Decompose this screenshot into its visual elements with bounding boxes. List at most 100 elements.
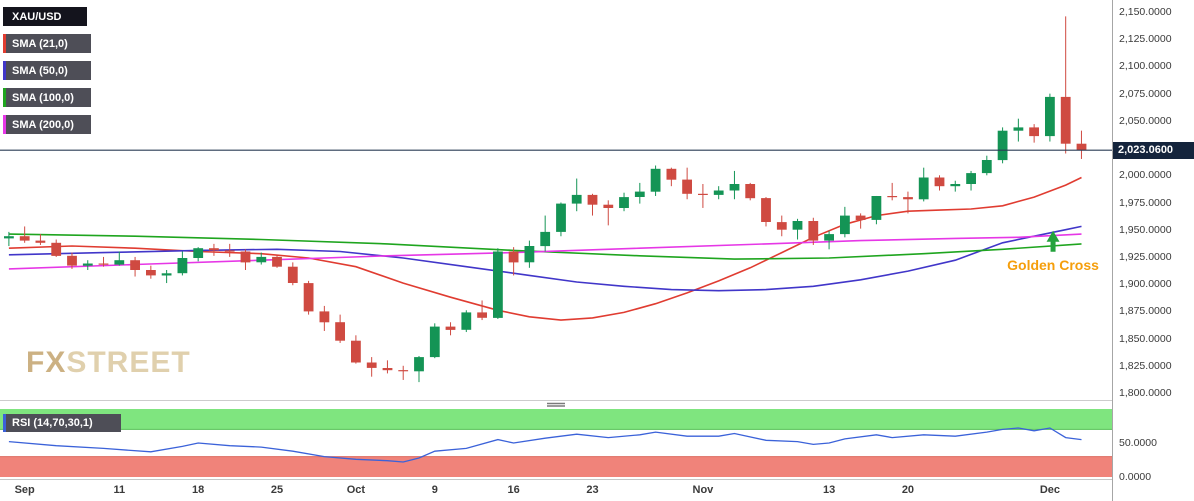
axis-separator-line (0, 479, 1194, 480)
candle-body (761, 198, 771, 222)
candle-body (35, 240, 46, 243)
price-tick-label: 1,900.0000 (1119, 278, 1172, 291)
candle-body (871, 196, 882, 220)
candle-body (603, 204, 614, 208)
rsi-line (8, 427, 1082, 463)
candle-body (997, 130, 1008, 161)
time-tick-label: Dec (1039, 484, 1060, 496)
price-tick-label: 2,150.0000 (1119, 6, 1172, 18)
candle-body (698, 193, 708, 195)
price-axis[interactable]: 2,023.0600 2,150.0000 2,125.0000 2,100.000… (1112, 0, 1194, 501)
legend-item-sma-1000[interactable]: SMA (100,0) (3, 88, 91, 107)
current-price-badge: 2,023.0600 (1113, 141, 1194, 159)
legend-item-label: SMA (50,0) (12, 64, 68, 77)
sma-legend-list: SMA (21,0) SMA (50,0) SMA (100,0) SMA (200,… (3, 34, 91, 134)
candle-body (634, 191, 645, 197)
indicator-legend: XAU/USD SMA (21,0) SMA (50,0) SMA (100,0) S… (3, 7, 91, 142)
legend-item-sma-2000[interactable]: SMA (200,0) (3, 115, 91, 134)
rsi-overbought-band (0, 409, 1112, 430)
candle-body (240, 251, 251, 263)
candle-body (1013, 127, 1024, 131)
candle-body (981, 160, 992, 174)
candle-body (571, 194, 582, 204)
legend-item-label: SMA (200,0) (12, 118, 74, 131)
rsi-tick-label: 50.0000 (1119, 437, 1157, 449)
candle-body (713, 190, 724, 195)
price-tick-label: 1,875.0000 (1119, 305, 1172, 318)
candle-body (398, 370, 409, 372)
candle-body (950, 184, 961, 187)
legend-item-sma-500[interactable]: SMA (50,0) (3, 61, 91, 80)
time-axis[interactable]: Sep 11 18 25 Oct 9 16 23 Nov 13 20 Dec (0, 480, 1112, 501)
legend-item-label: SMA (100,0) (12, 91, 74, 104)
price-tick-label: 2,125.0000 (1119, 33, 1172, 46)
candle-body (1060, 96, 1071, 144)
candle-body (67, 255, 77, 266)
rsi-tick-label: 0.0000 (1119, 471, 1152, 483)
candle-body (524, 246, 535, 263)
candle-body (587, 194, 598, 205)
candle-body (82, 263, 93, 266)
candle-body (414, 357, 424, 372)
price-tick-label: 1,850.0000 (1119, 332, 1172, 345)
rsi-indicator-label[interactable]: RSI (14,70,30,1) (3, 414, 121, 432)
candle-body (682, 179, 692, 194)
candle-body (540, 231, 551, 247)
candle-body (1029, 127, 1039, 137)
candle-body (666, 168, 677, 180)
time-tick-label: 11 (113, 484, 126, 496)
chart-canvas[interactable] (0, 0, 1112, 501)
rsi-oversold-band (0, 456, 1112, 477)
legend-item-label: SMA (21,0) (12, 37, 68, 50)
candle-body (493, 251, 503, 318)
legend-item-sma-210[interactable]: SMA (21,0) (3, 34, 91, 53)
candle-body (792, 221, 803, 230)
candle-body (287, 266, 298, 283)
symbol-label[interactable]: XAU/USD (3, 7, 87, 26)
candle-body (429, 326, 440, 358)
candle-body (824, 234, 834, 241)
price-tick-label: 1,975.0000 (1119, 196, 1172, 209)
candle-body (903, 197, 913, 200)
candle-body (272, 256, 282, 267)
price-tick-label: 2,000.0000 (1119, 169, 1172, 182)
time-tick-label: 20 (901, 484, 915, 496)
candle-body (1076, 143, 1087, 151)
candle-body (51, 242, 62, 256)
sma-line (8, 176, 1082, 321)
sma-line (8, 233, 1082, 270)
candle-body (319, 311, 330, 323)
candle-body (745, 184, 756, 199)
candle-body (209, 248, 219, 251)
candle-body (461, 312, 472, 330)
candle-body (382, 368, 393, 371)
candle-body (146, 270, 156, 276)
candle-body (193, 248, 204, 258)
price-tick-label: 1,800.0000 (1119, 387, 1172, 399)
sma-line (8, 233, 1082, 260)
candle-body (445, 326, 456, 330)
candle-body (161, 273, 172, 276)
candle-body (224, 250, 235, 252)
candle-body (556, 203, 566, 232)
fxstreet-logo-fx: FX (26, 346, 67, 379)
candle-body (477, 312, 487, 318)
time-tick-label: 18 (192, 484, 205, 496)
price-tick-label: 1,950.0000 (1119, 223, 1172, 236)
time-tick-label: 9 (431, 484, 438, 496)
candle-body (1045, 96, 1055, 137)
candle-body (918, 177, 929, 200)
time-tick-label: 25 (270, 484, 284, 496)
time-tick-label: Sep (14, 484, 35, 496)
panel-splitter[interactable] (0, 396, 1112, 408)
price-tick-label: 2,050.0000 (1119, 114, 1172, 127)
candle-body (114, 260, 125, 265)
price-tick-label: 1,825.0000 (1119, 359, 1172, 372)
candle-body (650, 168, 661, 192)
candle-body (776, 222, 787, 230)
candle-body (98, 263, 109, 265)
candle-body (351, 340, 361, 363)
candle-body (808, 221, 819, 241)
rsi-label-text: RSI (14,70,30,1) (12, 417, 93, 429)
fxstreet-logo: FXSTREET (26, 346, 191, 380)
